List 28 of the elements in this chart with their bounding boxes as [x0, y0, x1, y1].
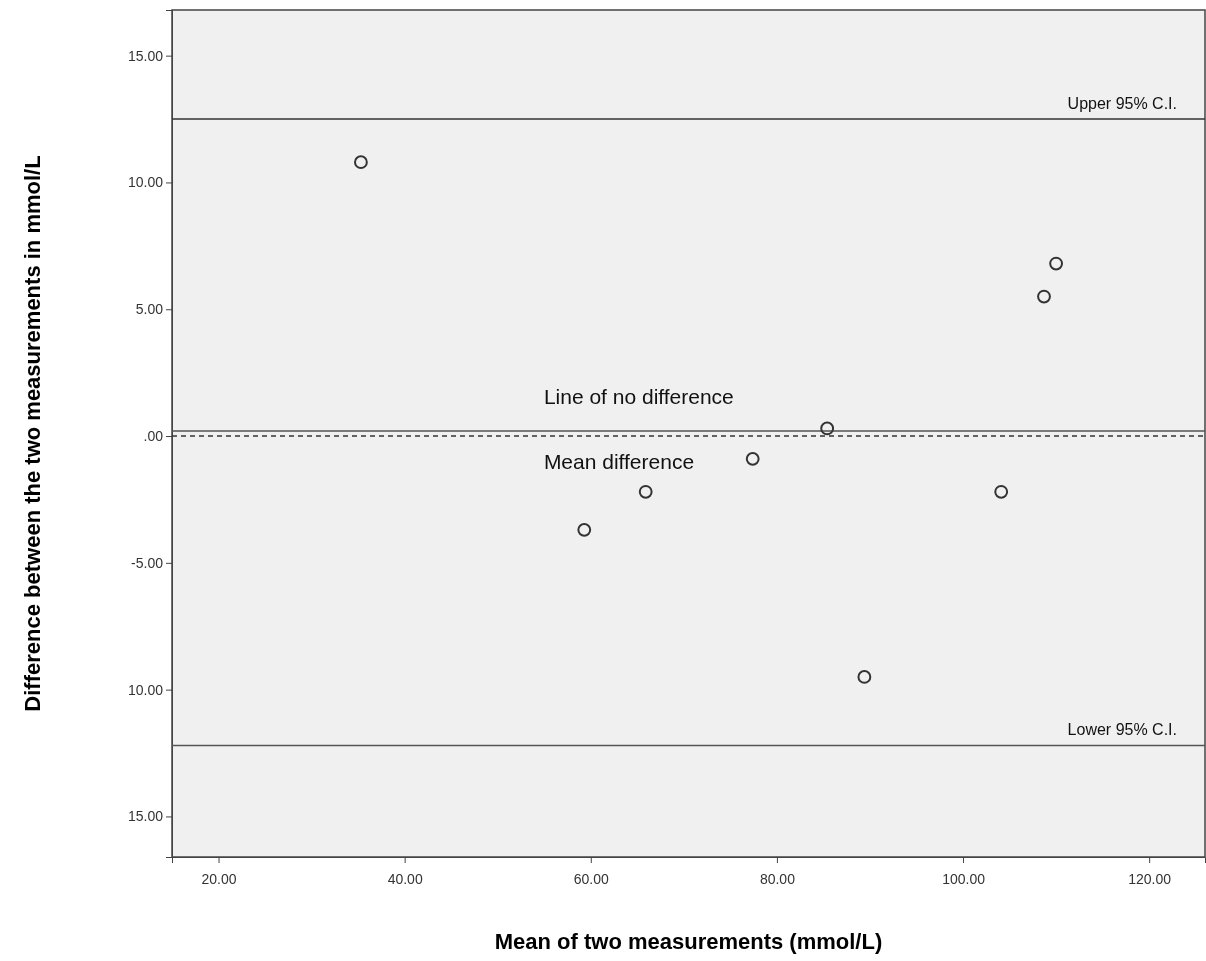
y-tick-label: 15.00	[127, 808, 164, 825]
point	[857, 670, 872, 684]
y-axis-title: Difference between the two measurements in mmol/L	[20, 155, 45, 712]
ref-line-label: Lower 95% C.I.	[1067, 721, 1177, 739]
x-tick-label: 80.00	[759, 871, 796, 888]
ref-line-label: Mean difference	[543, 449, 695, 473]
ref-line-label: Upper 95% C.I.	[1067, 95, 1177, 113]
y-tick-label: 5.00	[135, 301, 164, 318]
y-tick-label: 10.00	[127, 681, 164, 698]
x-tick-label: 60.00	[573, 871, 610, 888]
y-tick-label: -5.00	[131, 554, 164, 571]
ref-line-label: Line of no difference	[543, 385, 734, 409]
y-tick-label: 10.00	[127, 174, 164, 191]
y-tick-label: .00	[143, 428, 164, 445]
y-tick-label: 15.00	[127, 47, 164, 64]
point	[1049, 256, 1064, 271]
point	[820, 421, 835, 436]
x-axis-title: Mean of two measurements (mmol/L)	[494, 929, 883, 954]
point	[638, 484, 653, 499]
point	[1037, 289, 1051, 304]
x-tick-label: 120.00	[1128, 871, 1172, 888]
point	[354, 155, 368, 170]
point	[994, 484, 1009, 499]
point	[745, 451, 760, 466]
x-tick-label: 20.00	[201, 871, 237, 888]
point	[577, 522, 592, 537]
x-tick-label: 40.00	[387, 871, 423, 888]
x-tick-label: 100.00	[942, 871, 986, 888]
